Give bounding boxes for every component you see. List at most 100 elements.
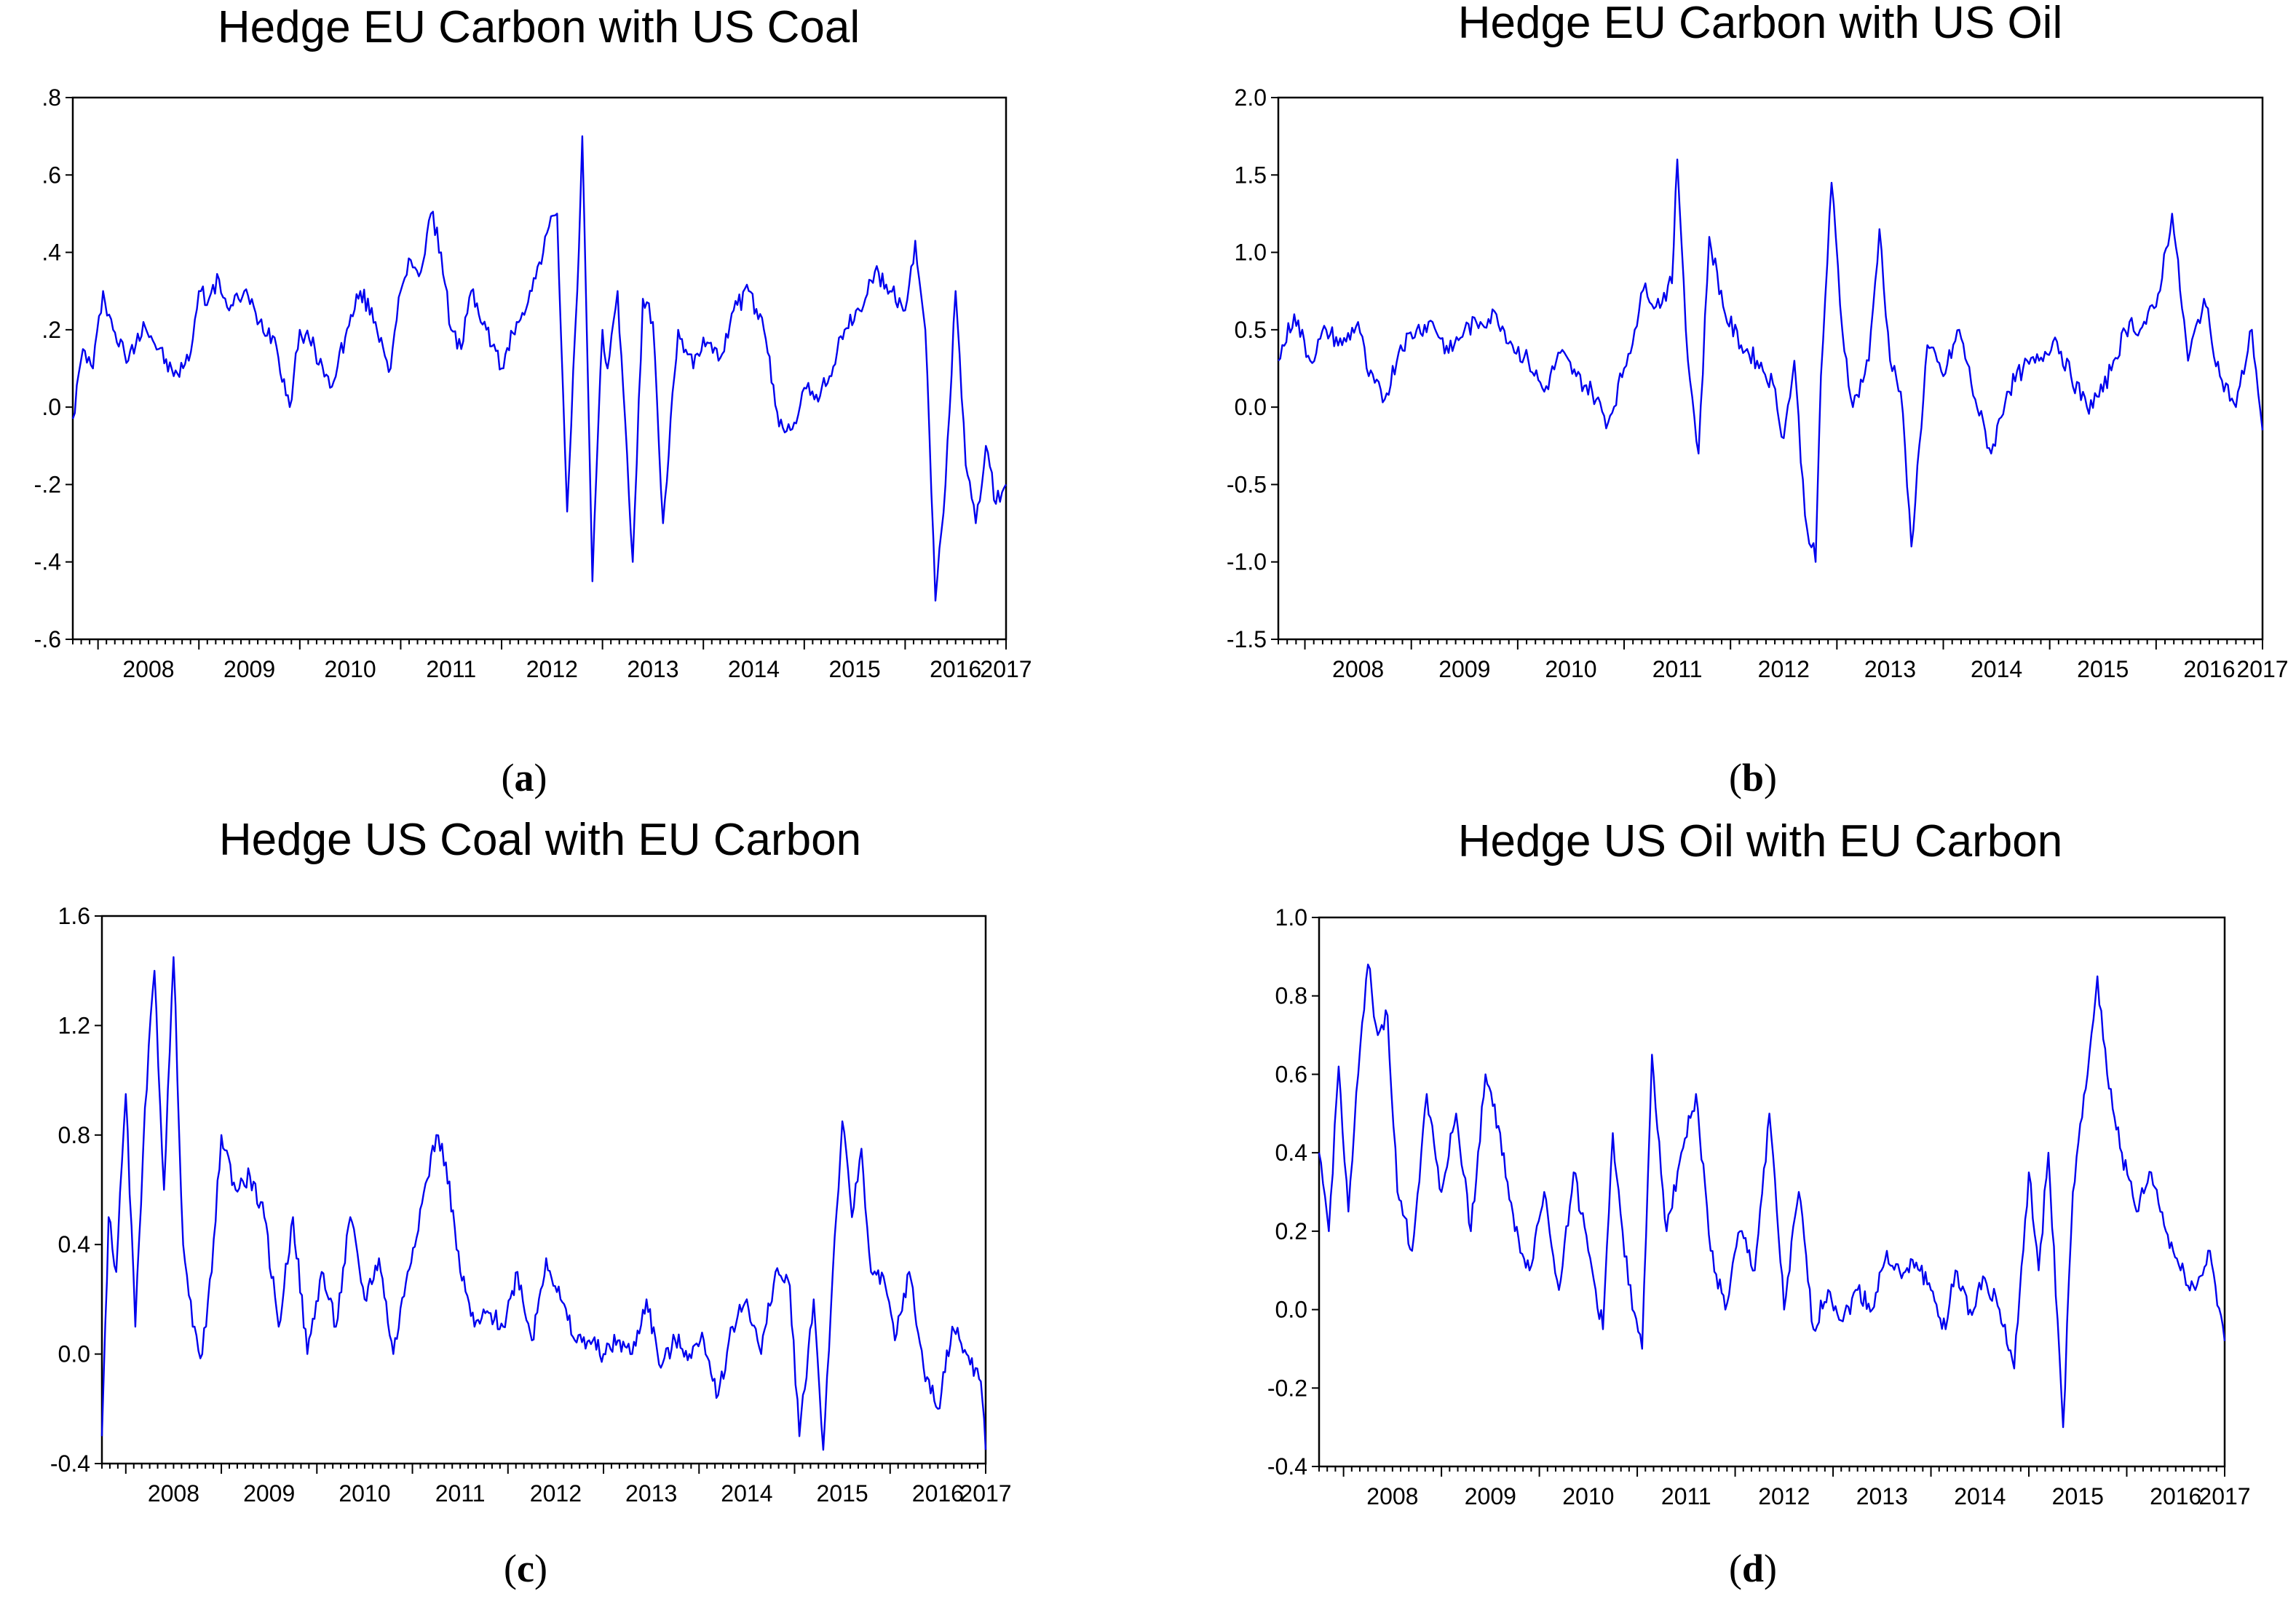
panel-letter-a: a: [515, 756, 534, 800]
x-tick-label-a: 2012: [526, 656, 578, 682]
x-tick-label-b: 2013: [1864, 656, 1916, 682]
x-tick-label-b: 2014: [1971, 656, 2022, 682]
x-tick-label-d: 2010: [1562, 1483, 1614, 1509]
x-tick-label-b: 2010: [1545, 656, 1596, 682]
chart-title-a: Hedge EU Carbon with US Coal: [218, 2, 860, 52]
y-tick-label-b: 1.5: [1235, 162, 1267, 188]
series-line-d: [1318, 963, 2226, 1429]
x-tick-label-c: 2010: [339, 1480, 390, 1507]
y-tick-label-b: 2.0: [1235, 84, 1267, 111]
x-tick-label-a: 2009: [223, 656, 275, 682]
y-tick-label-a: -.2: [34, 471, 61, 497]
x-tick-label-c: 2011: [435, 1480, 486, 1507]
y-tick-label-c: 1.2: [58, 1012, 90, 1038]
x-tick-label-b: 2012: [1758, 656, 1810, 682]
y-axis-labels-a: -.6 -.4 -.2 .0 .2 .4 .6 .8: [34, 84, 61, 652]
y-axis-labels-d: -0.4 -0.2 0.0 0.2 0.4 0.6 0.8 1.0: [1267, 904, 1307, 1480]
y-tick-label-d: 1.0: [1275, 904, 1307, 931]
x-tick-label-d: 2016: [2150, 1483, 2201, 1509]
x-tick-label-d: 2015: [2052, 1483, 2104, 1509]
x-tick-label-a: 2016: [930, 656, 981, 682]
y-tick-label-a: -.6: [34, 626, 61, 652]
x-axis-labels-b: 2008 2009 2010 2011 2012 2013 2014 2015 2016 2017: [1332, 656, 2289, 682]
x-tick-label-d: 2017: [2198, 1483, 2250, 1509]
panel-label-d: (d): [1729, 1547, 1777, 1590]
panel-letter-c: c: [517, 1547, 534, 1590]
axis-ticks-a: [66, 97, 1007, 650]
y-tick-label-d: -0.2: [1267, 1375, 1307, 1401]
x-tick-label-a: 2008: [122, 656, 174, 682]
y-tick-label-b: 0.5: [1235, 317, 1267, 343]
chart-panel-a: Hedge EU Carbon with US Coal -.6 -.4 -.2 .0…: [34, 2, 1032, 800]
y-tick-label-d: 0.2: [1275, 1218, 1307, 1244]
chart-title-c: Hedge US Coal with EU Carbon: [219, 815, 861, 865]
x-tick-label-c: 2015: [817, 1480, 868, 1507]
y-tick-label-c: -0.4: [50, 1450, 90, 1477]
plot-frame-c: [100, 915, 987, 1465]
y-tick-label-c: 0.4: [58, 1231, 90, 1258]
x-tick-label-d: 2009: [1465, 1483, 1516, 1509]
x-tick-label-b: 2009: [1438, 656, 1490, 682]
panel-letter-b: b: [1742, 756, 1764, 800]
panel-letter-d: d: [1742, 1547, 1764, 1590]
x-tick-label-d: 2011: [1661, 1483, 1711, 1509]
x-tick-label-d: 2013: [1856, 1483, 1908, 1509]
axis-ticks-c: [95, 915, 986, 1474]
y-tick-label-c: 1.6: [58, 903, 90, 929]
x-tick-label-c: 2016: [912, 1480, 964, 1507]
panel-label-b: (b): [1729, 756, 1777, 800]
series-line-c: [100, 956, 987, 1451]
x-tick-label-c: 2017: [959, 1480, 1011, 1507]
series-line-b: [1278, 158, 2264, 563]
x-tick-label-c: 2009: [243, 1480, 295, 1507]
chart-title-b: Hedge EU Carbon with US Oil: [1458, 0, 2062, 48]
x-tick-label-c: 2012: [530, 1480, 582, 1507]
x-tick-label-a: 2014: [728, 656, 780, 682]
y-tick-label-c: 0.0: [58, 1341, 90, 1367]
x-tick-label-a: 2010: [325, 656, 376, 682]
x-tick-label-c: 2008: [148, 1480, 199, 1507]
x-tick-label-b: 2016: [2183, 656, 2235, 682]
y-tick-label-d: 0.4: [1275, 1140, 1307, 1166]
x-tick-label-a: 2011: [426, 656, 476, 682]
x-tick-label-b: 2011: [1652, 656, 1703, 682]
x-tick-label-d: 2014: [1954, 1483, 2006, 1509]
chart-panel-c: Hedge US Coal with EU Carbon -0.4 0.0 0.4 0…: [50, 815, 1012, 1590]
y-tick-label-b: 1.0: [1235, 240, 1267, 266]
x-tick-label-c: 2013: [625, 1480, 677, 1507]
chart-panel-b: Hedge EU Carbon with US Oil -1.5 -1.0 -0.5…: [1227, 0, 2289, 800]
y-tick-label-b: 0.0: [1235, 394, 1267, 420]
axis-ticks-b: [1271, 97, 2263, 650]
y-axis-labels-b: -1.5 -1.0 -0.5 0.0 0.5 1.0 1.5 2.0: [1227, 84, 1267, 652]
axis-ticks-d: [1312, 917, 2225, 1477]
x-tick-label-d: 2008: [1366, 1483, 1418, 1509]
x-tick-label-c: 2014: [721, 1480, 772, 1507]
x-tick-label-d: 2012: [1758, 1483, 1810, 1509]
x-tick-label-a: 2017: [980, 656, 1032, 682]
y-tick-label-b: -1.0: [1227, 549, 1267, 575]
plot-frame-b: [1277, 96, 2264, 641]
y-tick-label-b: -0.5: [1227, 471, 1267, 497]
y-tick-label-a: .4: [41, 240, 61, 266]
y-tick-label-a: .2: [41, 317, 61, 343]
x-tick-label-b: 2008: [1332, 656, 1384, 682]
plot-frame-a: [71, 96, 1008, 641]
x-tick-label-a: 2013: [627, 656, 678, 682]
y-tick-label-a: .0: [41, 394, 61, 420]
panel-label-a: (a): [502, 756, 547, 800]
y-tick-label-a: .6: [41, 162, 61, 188]
x-tick-label-a: 2015: [829, 656, 881, 682]
chart-title-d: Hedge US Oil with EU Carbon: [1458, 816, 2062, 866]
series-line-a: [71, 135, 1008, 602]
y-tick-label-c: 0.8: [58, 1122, 90, 1148]
y-tick-label-d: 0.6: [1275, 1061, 1307, 1087]
panel-label-c: (c): [504, 1547, 547, 1590]
y-tick-label-d: -0.4: [1267, 1453, 1307, 1480]
y-axis-labels-c: -0.4 0.0 0.4 0.8 1.2 1.6: [50, 903, 90, 1477]
y-tick-label-a: .8: [41, 84, 61, 111]
y-tick-label-b: -1.5: [1227, 626, 1267, 652]
